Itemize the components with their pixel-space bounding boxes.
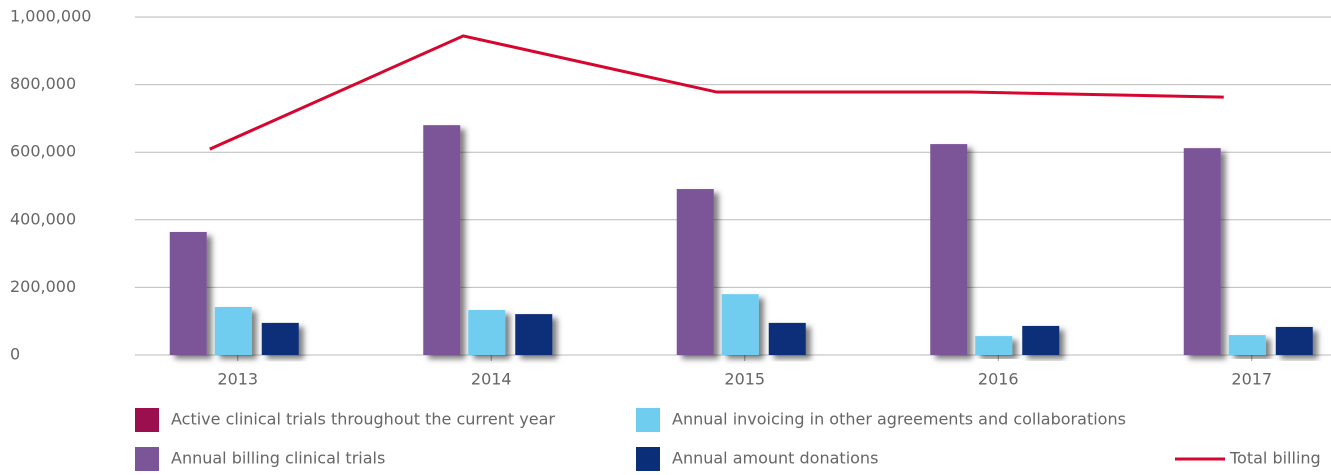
bar	[975, 336, 1013, 355]
bar	[676, 189, 714, 355]
bar	[1275, 326, 1313, 355]
bar	[1022, 325, 1060, 355]
bar	[515, 314, 553, 355]
line	[209, 34, 1224, 151]
legend-label: Annual amount donations	[672, 449, 878, 468]
legend-label: Annual invoicing in other agreements and…	[672, 410, 1126, 429]
bar	[1228, 335, 1266, 355]
y-tick-label: 400,000	[10, 209, 76, 228]
bar	[721, 294, 759, 355]
y-tick-label: 0	[10, 345, 20, 364]
x-tick-label: 2013	[217, 370, 258, 389]
legend-swatch	[135, 447, 159, 471]
x-tick-label: 2014	[471, 370, 512, 389]
bar	[169, 231, 207, 355]
bar	[768, 322, 806, 355]
bar	[1183, 148, 1221, 355]
x-tick-label: 2015	[724, 370, 765, 389]
bar	[261, 322, 299, 355]
legend-swatch	[636, 408, 660, 432]
y-tick-label: 800,000	[10, 74, 76, 93]
x-tick-label: 2016	[978, 370, 1019, 389]
y-tick-label: 1,000,000	[10, 7, 91, 26]
bar	[214, 307, 252, 355]
y-tick-label: 200,000	[10, 277, 76, 296]
y-tick-label: 600,000	[10, 142, 76, 161]
legend-label: Total billing	[1229, 449, 1321, 468]
bar	[423, 125, 461, 355]
legend-label: Active clinical trials throughout the cu…	[171, 410, 555, 429]
legend-swatch	[135, 408, 159, 432]
bar	[468, 310, 506, 355]
legend-label: Annual billing clinical trials	[171, 449, 385, 468]
bar	[930, 144, 968, 355]
x-tick-label: 2017	[1231, 370, 1272, 389]
legend-swatch	[636, 447, 660, 471]
